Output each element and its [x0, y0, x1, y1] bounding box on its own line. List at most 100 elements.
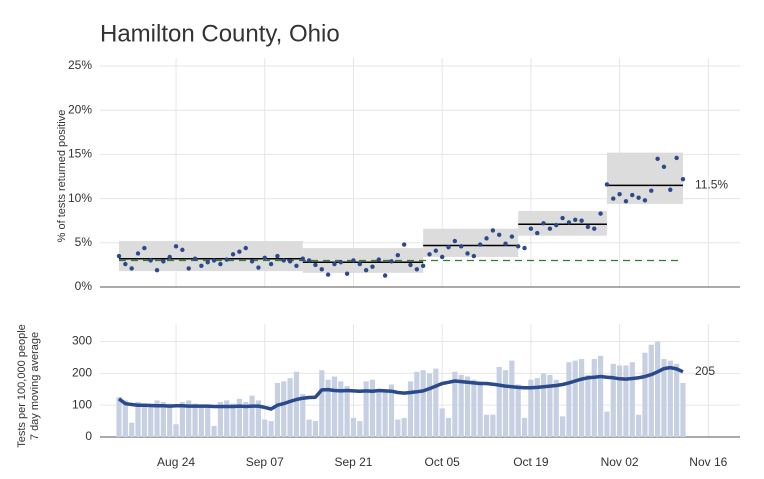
point	[592, 226, 597, 231]
point	[300, 256, 305, 261]
y-tick-label: 15%	[68, 147, 92, 161]
point	[116, 253, 122, 259]
bar	[344, 386, 350, 437]
bar	[433, 368, 439, 437]
point	[427, 252, 432, 257]
point	[516, 244, 521, 249]
bar	[312, 421, 319, 437]
point	[579, 218, 584, 223]
bar	[319, 370, 325, 437]
bar	[268, 421, 274, 437]
bar	[148, 405, 154, 437]
point	[256, 265, 261, 270]
bar	[439, 408, 445, 437]
bar	[160, 402, 166, 437]
point	[224, 257, 229, 262]
bar	[661, 359, 667, 437]
point	[186, 266, 191, 271]
point	[585, 224, 591, 230]
y-tick-label: 20%	[68, 102, 92, 116]
bar	[363, 381, 369, 437]
point	[661, 164, 667, 169]
bar	[338, 381, 344, 437]
bar	[559, 416, 566, 437]
bar	[325, 379, 331, 437]
bar	[604, 411, 610, 437]
point	[528, 226, 534, 231]
confidence-band	[423, 228, 519, 257]
bar	[521, 417, 528, 437]
point	[363, 268, 369, 273]
bar	[496, 367, 502, 437]
bar	[116, 397, 122, 437]
point	[604, 182, 610, 187]
point	[351, 258, 356, 263]
y-axis-label: % of tests returned positive	[56, 110, 68, 243]
point	[414, 267, 420, 272]
confidence-band	[606, 152, 683, 204]
x-tick-label: Sep 07	[246, 455, 284, 469]
point	[319, 267, 324, 272]
point	[566, 220, 572, 225]
point	[541, 221, 546, 226]
point	[535, 230, 540, 236]
bar	[401, 417, 407, 437]
point	[306, 258, 312, 263]
bar	[306, 419, 312, 437]
bar	[667, 360, 673, 437]
point	[199, 263, 204, 268]
point	[655, 156, 660, 162]
bar	[572, 360, 578, 437]
y-tick-label: 25%	[68, 58, 92, 72]
bar	[547, 374, 553, 437]
point	[389, 259, 394, 264]
bar	[211, 425, 217, 437]
bar	[331, 376, 338, 437]
point	[439, 254, 445, 260]
bar	[217, 402, 223, 437]
y-axis-label: Tests per 100,000 people	[16, 324, 28, 448]
bar	[192, 403, 198, 437]
point	[325, 272, 331, 277]
point	[148, 258, 153, 263]
bar	[610, 363, 616, 437]
point	[357, 261, 363, 267]
bar	[255, 400, 262, 437]
bar	[179, 402, 185, 437]
x-tick-label: Nov 16	[689, 455, 727, 469]
bar	[534, 378, 540, 437]
point	[503, 241, 508, 246]
point	[135, 251, 141, 256]
bar	[376, 389, 382, 437]
bar	[458, 374, 464, 437]
y-tick-label: 0	[85, 429, 92, 443]
point	[167, 254, 172, 260]
point	[370, 264, 375, 269]
x-tick-label: Aug 24	[157, 455, 195, 469]
bar	[135, 402, 141, 437]
bar	[445, 417, 452, 437]
point	[268, 261, 274, 267]
point	[173, 244, 179, 249]
bar	[464, 376, 471, 437]
point	[465, 251, 470, 256]
bar	[566, 362, 572, 437]
point	[313, 262, 318, 268]
bar	[300, 394, 306, 437]
bar	[350, 417, 357, 437]
point	[275, 253, 280, 259]
bar	[655, 341, 661, 437]
point	[623, 199, 629, 204]
confidence-band	[518, 210, 607, 236]
bar	[674, 363, 680, 437]
point	[249, 259, 255, 264]
point	[376, 257, 382, 262]
confidence-band	[119, 241, 303, 272]
segment-label: 11.5%	[695, 178, 728, 192]
bar	[426, 373, 433, 437]
point	[484, 236, 489, 241]
bar	[471, 379, 477, 437]
point	[611, 196, 616, 201]
point	[205, 260, 210, 265]
